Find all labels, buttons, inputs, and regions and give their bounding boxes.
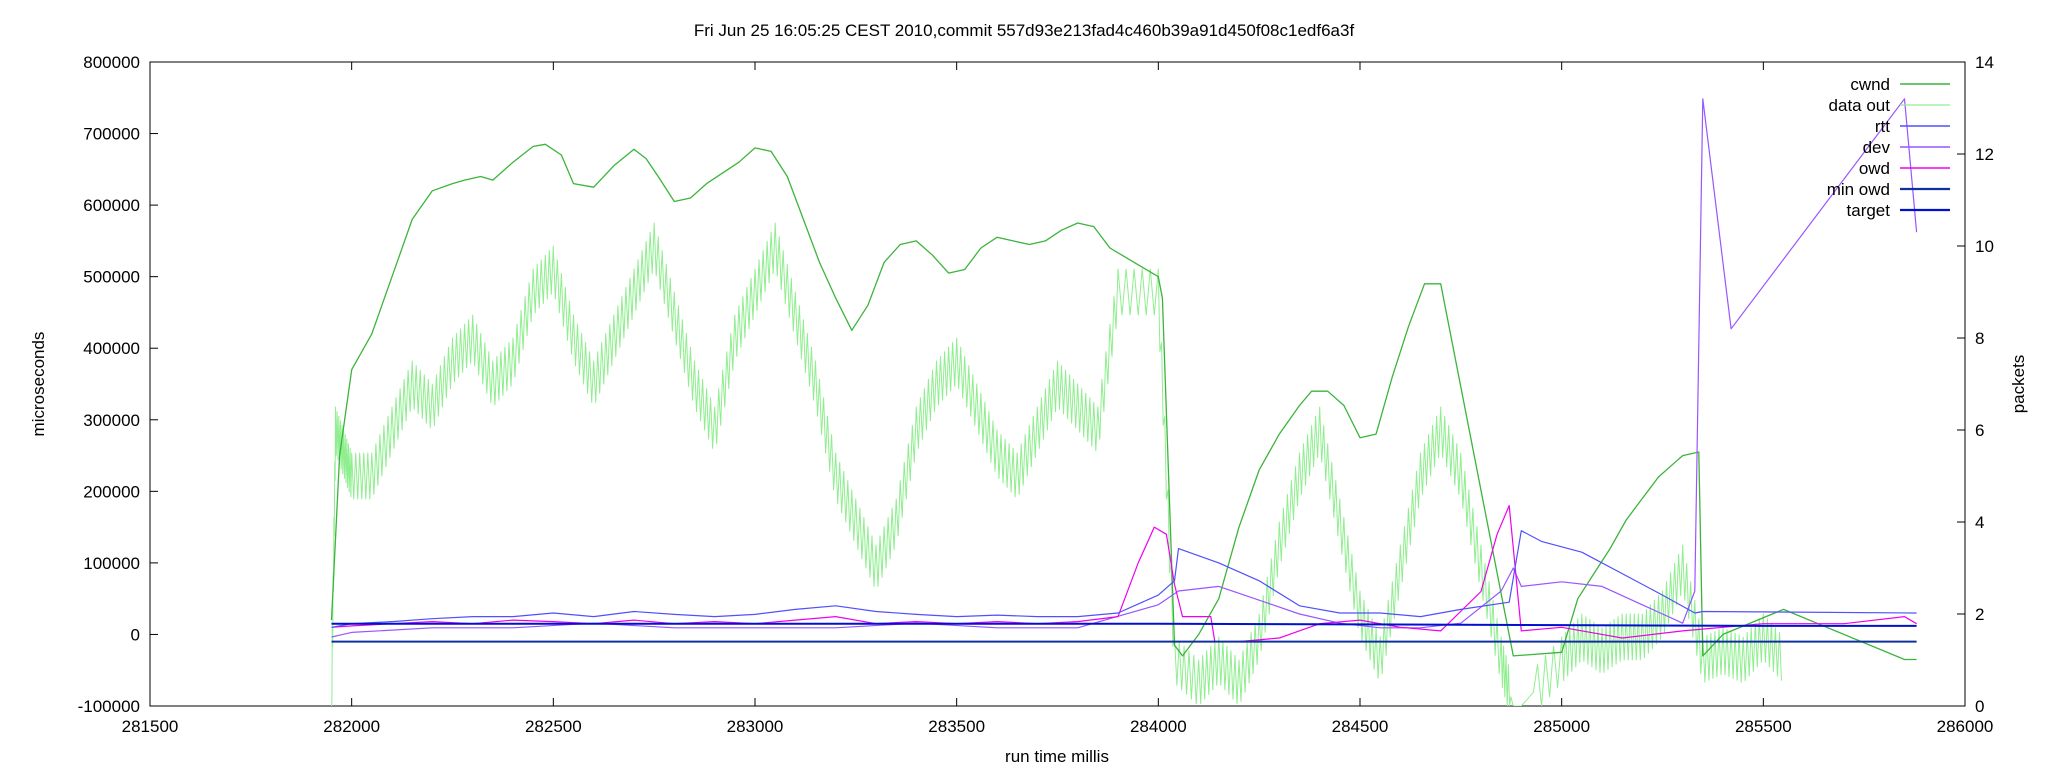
y-tick-label: 700000: [83, 125, 140, 144]
y-tick-label: 600000: [83, 196, 140, 215]
y-tick-label: 400000: [83, 339, 140, 358]
y-tick-label: 500000: [83, 268, 140, 287]
chart-title: Fri Jun 25 16:05:25 CEST 2010,commit 557…: [694, 21, 1355, 40]
y-tick-label: 100000: [83, 554, 140, 573]
series-line-cwnd: [330, 143, 1917, 661]
legend-label: owd: [1859, 159, 1890, 178]
x-tick-label: 284000: [1130, 717, 1187, 736]
x-tick-label: 281500: [122, 717, 179, 736]
y2-tick-label: 4: [1975, 513, 1984, 532]
x-tick-label: 283000: [727, 717, 784, 736]
y-tick-label: 300000: [83, 411, 140, 430]
y2-axis-label: packets: [2009, 355, 2028, 414]
x-tick-label: 283500: [928, 717, 985, 736]
y2-tick-label: 0: [1975, 697, 1984, 716]
x-tick-label: 286000: [1937, 717, 1994, 736]
x-tick-label: 282500: [525, 717, 582, 736]
x-tick-label: 282000: [323, 717, 380, 736]
legend-label: dev: [1863, 138, 1891, 157]
y-tick-label: 800000: [83, 53, 140, 72]
y2-tick-label: 8: [1975, 329, 1984, 348]
legend: cwnd data out rtt dev owd min owd target: [1827, 75, 1950, 220]
legend-label: cwnd: [1850, 75, 1890, 94]
series-line-data-out: [331, 222, 1782, 706]
y2-tick-label: 12: [1975, 145, 1994, 164]
series-line-dev: [331, 98, 1918, 638]
y2-tick-label: 2: [1975, 605, 1984, 624]
y-axis-label: microseconds: [29, 332, 48, 437]
x-tick-label: 285000: [1533, 717, 1590, 736]
y-tick-label: 0: [131, 625, 140, 644]
series-line-rtt: [331, 530, 1917, 628]
y-tick-label: 200000: [83, 482, 140, 501]
legend-label: target: [1847, 201, 1891, 220]
y2-axis-ticks: 0 2 4 6 8 10 12 14: [1957, 53, 1994, 716]
y-axis-ticks: -100000 0 100000 200000 300000 400000 500000 60…: [78, 53, 158, 716]
y-tick-label: -100000: [78, 697, 140, 716]
x-axis-label: run time millis: [1005, 747, 1109, 766]
plot-frame: [149, 61, 1966, 707]
series-line-owd: [331, 505, 1917, 643]
legend-label: rtt: [1875, 117, 1890, 136]
x-axis-ticks: 281500 282000 282500 283000 283500 284000 2845…: [122, 62, 1994, 736]
x-tick-label: 284500: [1332, 717, 1389, 736]
y2-tick-label: 14: [1975, 53, 1994, 72]
series-line-target: [331, 622, 1917, 627]
y2-tick-label: 10: [1975, 237, 1994, 256]
legend-label: data out: [1829, 96, 1891, 115]
legend-label: min owd: [1827, 180, 1890, 199]
series-group: [330, 98, 1918, 706]
x-tick-label: 285500: [1735, 717, 1792, 736]
y2-tick-label: 6: [1975, 421, 1984, 440]
